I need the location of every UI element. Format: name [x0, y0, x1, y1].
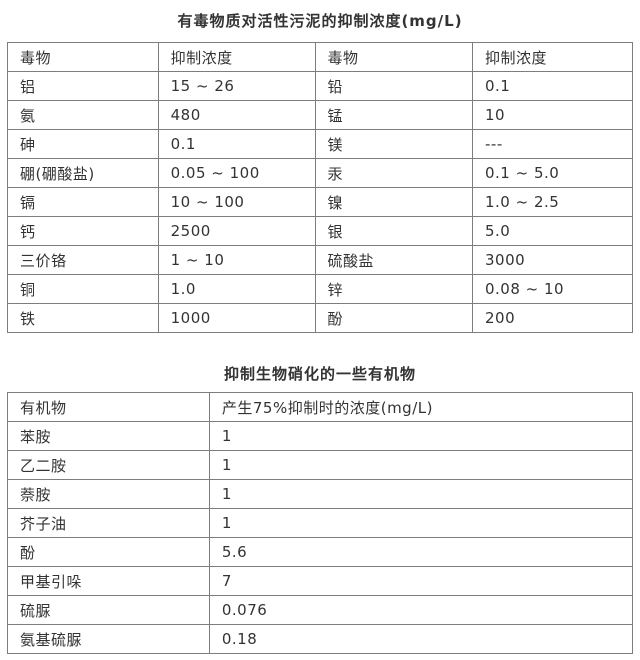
concentration-value-cell: 0.05 ~ 100	[157, 158, 316, 188]
table-row: 镉 10 ~ 100 镍 1.0 ~ 2.5	[7, 187, 633, 217]
table2-header-row: 有机物 产生75%抑制时的浓度(mg/L)	[7, 392, 634, 422]
toxin-name-cell: 汞	[314, 158, 473, 188]
toxin-name-cell: 镉	[7, 187, 159, 217]
toxin-name-cell: 镁	[314, 129, 473, 159]
table-row: 萘胺 1	[7, 479, 634, 509]
nitrification-inhibitors-table: 有机物 产生75%抑制时的浓度(mg/L) 苯胺 1 乙二胺 1 萘胺 1 芥子…	[7, 392, 634, 654]
concentration-value-cell: 0.076	[208, 595, 634, 625]
concentration-value-cell: 1	[208, 508, 634, 538]
concentration-value-cell: 7	[208, 566, 634, 596]
toxin-name-cell: 铝	[7, 71, 159, 101]
toxin-name-cell: 三价铬	[7, 245, 159, 275]
concentration-value-cell: 1	[208, 479, 634, 509]
table-row: 硼(硼酸盐) 0.05 ~ 100 汞 0.1 ~ 5.0	[7, 158, 633, 188]
concentration-value-cell: 480	[157, 100, 316, 130]
toxin-name-cell: 铜	[7, 274, 159, 304]
organic-name-cell: 酚	[7, 537, 210, 567]
concentration-value-cell: 1.0 ~ 2.5	[472, 187, 633, 217]
concentration-value-cell: ---	[472, 129, 633, 159]
concentration-value-cell: 0.1	[157, 129, 316, 159]
concentration-value-cell: 15 ~ 26	[157, 71, 316, 101]
toxin-name-cell: 银	[314, 216, 473, 246]
toxin-name-cell: 锰	[314, 100, 473, 130]
header-cell-concentration-right: 抑制浓度	[472, 42, 633, 72]
organic-name-cell: 萘胺	[7, 479, 210, 509]
table-row: 三价铬 1 ~ 10 硫酸盐 3000	[7, 245, 633, 275]
concentration-value-cell: 1	[208, 450, 634, 480]
concentration-value-cell: 3000	[472, 245, 633, 275]
table-row: 氨基硫脲 0.18	[7, 624, 634, 654]
table-row: 钙 2500 银 5.0	[7, 216, 633, 246]
concentration-value-cell: 5.6	[208, 537, 634, 567]
organic-name-cell: 芥子油	[7, 508, 210, 538]
toxin-name-cell: 氨	[7, 100, 159, 130]
toxin-name-cell: 硫酸盐	[314, 245, 473, 275]
header-cell-organic: 有机物	[7, 392, 210, 422]
concentration-value-cell: 0.18	[208, 624, 634, 654]
toxin-name-cell: 酚	[314, 303, 473, 333]
toxin-name-cell: 镍	[314, 187, 473, 217]
organic-name-cell: 甲基引哚	[7, 566, 210, 596]
concentration-value-cell: 5.0	[472, 216, 633, 246]
header-cell-75pct-concentration: 产生75%抑制时的浓度(mg/L)	[208, 392, 634, 422]
header-cell-toxin-right: 毒物	[314, 42, 473, 72]
concentration-value-cell: 2500	[157, 216, 316, 246]
concentration-value-cell: 10	[472, 100, 633, 130]
table1-header-row: 毒物 抑制浓度 毒物 抑制浓度	[7, 42, 633, 72]
concentration-value-cell: 0.1 ~ 5.0	[472, 158, 633, 188]
organic-name-cell: 乙二胺	[7, 450, 210, 480]
table-row: 砷 0.1 镁 ---	[7, 129, 633, 159]
table-row: 苯胺 1	[7, 421, 634, 451]
concentration-value-cell: 0.08 ~ 10	[472, 274, 633, 304]
table-row: 铝 15 ~ 26 铅 0.1	[7, 71, 633, 101]
header-cell-concentration-left: 抑制浓度	[157, 42, 316, 72]
toxin-name-cell: 锌	[314, 274, 473, 304]
toxin-name-cell: 砷	[7, 129, 159, 159]
table-row: 芥子油 1	[7, 508, 634, 538]
table1-title: 有毒物质对活性污泥的抑制浓度(mg/L)	[177, 12, 463, 30]
concentration-value-cell: 1000	[157, 303, 316, 333]
concentration-value-cell: 1.0	[157, 274, 316, 304]
concentration-value-cell: 1	[208, 421, 634, 451]
toxin-name-cell: 铅	[314, 71, 473, 101]
toxin-name-cell: 铁	[7, 303, 159, 333]
table-row: 氨 480 锰 10	[7, 100, 633, 130]
organic-name-cell: 硫脲	[7, 595, 210, 625]
concentration-value-cell: 10 ~ 100	[157, 187, 316, 217]
table-row: 乙二胺 1	[7, 450, 634, 480]
table-row: 硫脲 0.076	[7, 595, 634, 625]
header-cell-toxin-left: 毒物	[7, 42, 159, 72]
concentration-value-cell: 0.1	[472, 71, 633, 101]
organic-name-cell: 苯胺	[7, 421, 210, 451]
table2-title: 抑制生物硝化的一些有机物	[223, 365, 416, 383]
table-row: 铜 1.0 锌 0.08 ~ 10	[7, 274, 633, 304]
table-row: 甲基引哚 7	[7, 566, 634, 596]
concentration-value-cell: 200	[472, 303, 633, 333]
table-row: 酚 5.6	[7, 537, 634, 567]
concentration-value-cell: 1 ~ 10	[157, 245, 316, 275]
table-row: 铁 1000 酚 200	[7, 303, 633, 333]
organic-name-cell: 氨基硫脲	[7, 624, 210, 654]
toxic-substances-inhibition-table: 毒物 抑制浓度 毒物 抑制浓度 铝 15 ~ 26 铅 0.1 氨 480 锰 …	[7, 42, 633, 333]
toxin-name-cell: 硼(硼酸盐)	[7, 158, 159, 188]
toxin-name-cell: 钙	[7, 216, 159, 246]
